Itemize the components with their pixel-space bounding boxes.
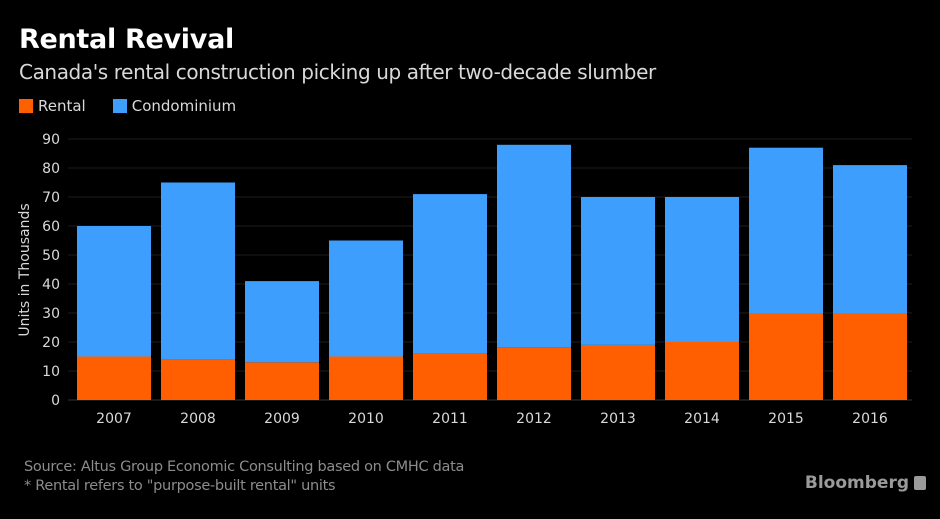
footer-notes: Source: Altus Group Economic Consulting … [24,458,464,496]
bar-rental-2012 [497,347,571,400]
chart-subtitle: Canada's rental construction picking up … [19,60,656,84]
x-tick-label: 2012 [516,411,552,427]
y-tick-label: 30 [42,306,60,322]
source-note: Source: Altus Group Economic Consulting … [24,459,465,475]
bar-rental-2015 [749,313,823,400]
bar-condominium-2009 [245,281,319,363]
y-tick-label: 90 [42,132,60,148]
chart-title: Rental Revival [19,24,234,55]
bar-condominium-2008 [161,182,235,360]
bar-rental-2007 [77,356,151,400]
x-tick-label: 2013 [600,411,636,427]
legend-item-condominium: Condominium [112,97,237,115]
bar-rental-2011 [413,353,487,400]
y-tick-label: 50 [42,248,60,264]
y-tick-label: 60 [42,219,60,235]
y-tick-label: 70 [42,190,60,206]
y-tick-label: 80 [42,161,60,177]
legend-swatch-rental [19,99,33,113]
y-tick-label: 10 [42,364,60,380]
bar-condominium-2010 [329,240,403,357]
y-axis-label: Units in Thousands [17,203,33,336]
y-tick-label: 20 [42,335,60,351]
x-tick-label: 2016 [852,411,888,427]
legend-item-rental: Rental [19,97,86,115]
x-tick-label: 2007 [96,411,132,427]
x-tick-label: 2010 [348,411,384,427]
legend: Rental Condominium [19,97,263,115]
bar-rental-2010 [329,356,403,400]
bar-rental-2009 [245,362,319,400]
bloomberg-brand: Bloomberg [805,473,926,493]
bar-condominium-2012 [497,144,571,348]
bar-rental-2014 [665,342,739,400]
bar-condominium-2011 [413,194,487,354]
bar-condominium-2015 [749,147,823,313]
bar-rental-2016 [833,313,907,400]
bar-rental-2008 [161,359,235,400]
legend-label-rental: Rental [38,97,86,115]
x-tick-label: 2011 [432,411,468,427]
x-tick-label: 2009 [264,411,300,427]
y-tick-label: 0 [51,393,60,409]
legend-label-condominium: Condominium [131,97,237,115]
x-tick-label: 2014 [684,411,720,427]
bar-condominium-2007 [77,226,151,357]
bar-condominium-2016 [833,165,907,313]
x-tick-label: 2008 [180,411,216,427]
x-tick-label: 2015 [768,411,804,427]
brand-label: Bloomberg [804,473,909,493]
y-tick-label: 40 [42,277,60,293]
bar-condominium-2013 [581,197,655,345]
bloomberg-logo-icon [914,476,926,490]
bar-rental-2013 [581,344,655,400]
bar-condominium-2014 [665,197,739,342]
legend-swatch-condominium [112,99,127,113]
footnote: * Rental refers to "purpose-built rental… [24,478,336,494]
